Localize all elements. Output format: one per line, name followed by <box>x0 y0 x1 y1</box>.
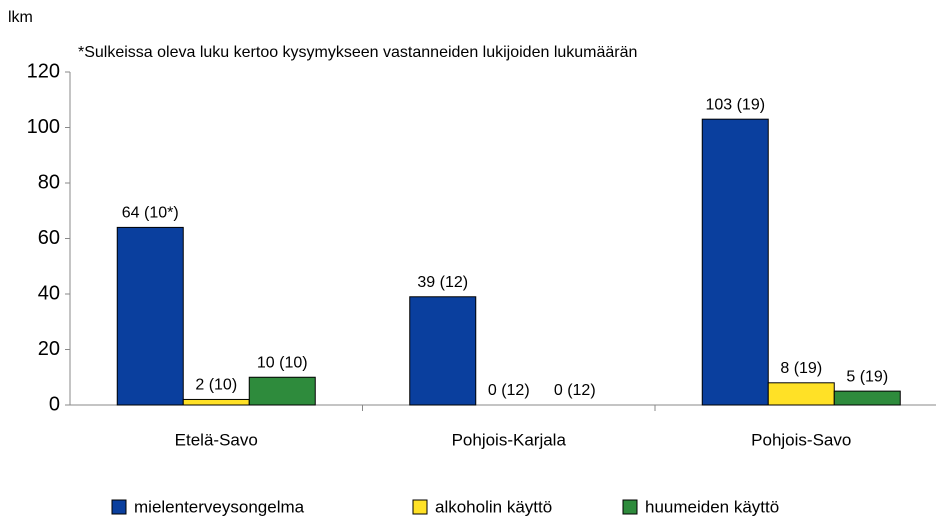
legend-swatch <box>111 499 127 515</box>
value-label: 10 (10) <box>257 354 308 371</box>
value-label: 2 (10) <box>195 377 237 394</box>
value-label: 103 (19) <box>705 96 765 113</box>
y-tick-label: 20 <box>38 338 60 360</box>
y-tick-label: 80 <box>38 171 60 193</box>
value-label: 0 (12) <box>488 382 530 399</box>
bar <box>767 382 835 406</box>
bar <box>701 118 769 406</box>
value-label: 0 (12) <box>554 382 596 399</box>
bar <box>248 376 316 406</box>
y-tick-label: 60 <box>38 227 60 249</box>
legend-label: mielenterveysongelma <box>134 497 305 516</box>
legend-swatch <box>622 499 638 515</box>
y-tick-label: 120 <box>27 60 60 82</box>
bar <box>833 390 901 406</box>
annotation: *Sulkeissa oleva luku kertoo kysymykseen… <box>78 44 637 61</box>
bar <box>182 398 250 406</box>
x-tick-label: Pohjois-Savo <box>751 430 851 449</box>
legend-label: alkoholin käyttö <box>435 497 552 516</box>
bar <box>409 296 477 406</box>
y-tick-label: 0 <box>49 393 60 415</box>
y-tick-label: 40 <box>38 282 60 304</box>
legend-label: huumeiden käyttö <box>645 497 779 516</box>
value-label: 8 (19) <box>780 360 822 377</box>
value-label: 39 (12) <box>417 274 468 291</box>
x-tick-label: Etelä-Savo <box>175 430 258 449</box>
bar <box>116 226 184 406</box>
y-tick-label: 100 <box>27 116 60 138</box>
y-axis-label: lkm <box>8 9 33 26</box>
x-tick-label: Pohjois-Karjala <box>452 430 567 449</box>
value-label: 64 (10*) <box>122 205 179 222</box>
legend-swatch <box>412 499 428 515</box>
value-label: 5 (19) <box>846 368 888 385</box>
